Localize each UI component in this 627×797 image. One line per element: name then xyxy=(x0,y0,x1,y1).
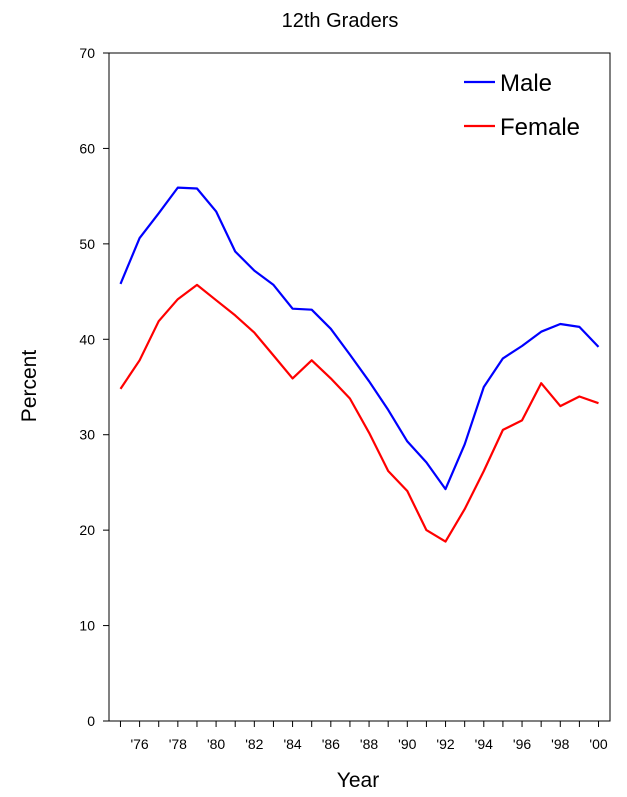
y-tick-label: 30 xyxy=(79,427,95,443)
legend-label-male: Male xyxy=(500,70,552,97)
x-tick-label: '84 xyxy=(283,736,301,752)
legend: Male Female xyxy=(464,70,580,141)
y-tick-label: 50 xyxy=(79,236,95,252)
x-tick-label: '96 xyxy=(513,736,531,752)
x-tick-label: '90 xyxy=(398,736,416,752)
x-tick-label: '78 xyxy=(169,736,187,752)
chart-title: 12th Graders xyxy=(282,10,399,32)
y-tick-label: 70 xyxy=(79,45,95,61)
y-axis-label: Percent xyxy=(18,350,41,423)
x-tick-label: '92 xyxy=(436,736,454,752)
y-tick-label: 10 xyxy=(79,618,95,634)
y-tick-label: 0 xyxy=(87,713,95,729)
x-tick-label: '94 xyxy=(475,736,493,752)
x-tick-label: '82 xyxy=(245,736,263,752)
x-tick-label: '98 xyxy=(551,736,569,752)
x-axis: '76 '78 '80 '82 '84 '86 '88 '90 '92 '94 '96 '98 '00 xyxy=(119,721,608,752)
x-tick-label: '86 xyxy=(322,736,340,752)
x-tick-label: '88 xyxy=(360,736,378,752)
legend-label-female: Female xyxy=(500,114,580,141)
y-tick-label: 40 xyxy=(79,331,95,347)
y-tick-label: 60 xyxy=(79,140,95,156)
series-line-male xyxy=(119,186,600,491)
x-tick-label: '00 xyxy=(589,736,607,752)
y-tick-label: 20 xyxy=(79,522,95,538)
series-line-female xyxy=(119,283,599,543)
y-axis: 0 10 20 30 40 50 60 70 xyxy=(79,45,109,729)
x-tick-label: '76 xyxy=(130,736,148,752)
series-lines xyxy=(119,186,600,543)
x-tick-label: '80 xyxy=(207,736,225,752)
x-axis-label: Year xyxy=(337,769,379,792)
plot-frame xyxy=(108,52,611,722)
